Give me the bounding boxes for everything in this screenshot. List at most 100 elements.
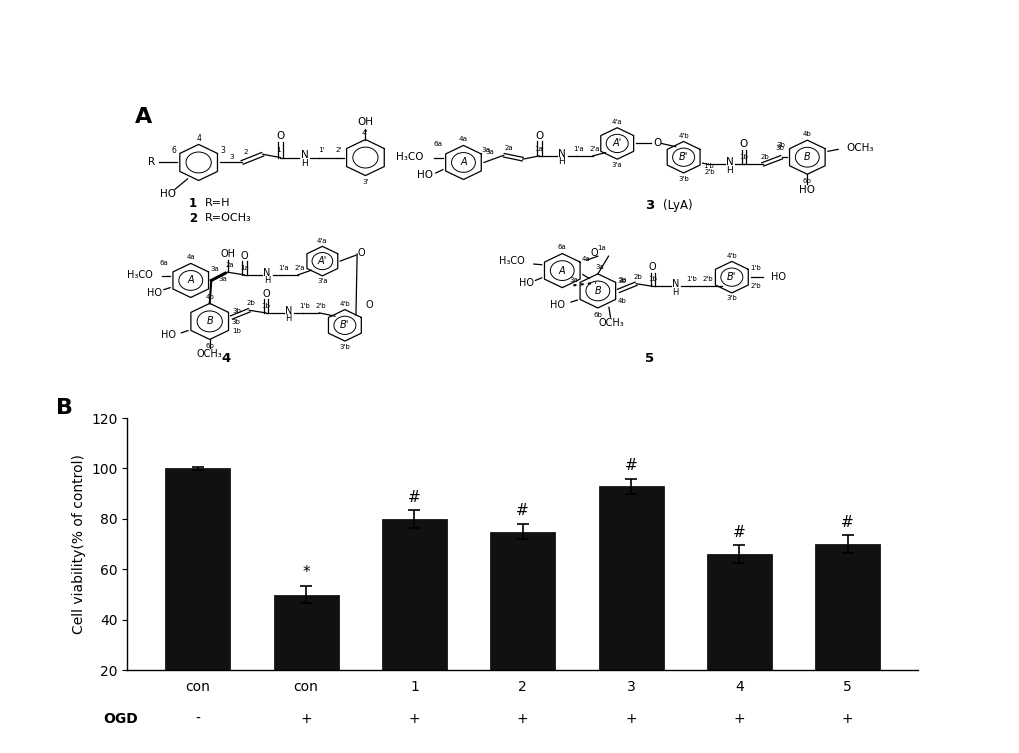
Text: HO: HO (519, 278, 533, 288)
Text: 2a: 2a (225, 262, 234, 268)
Text: +: + (625, 712, 636, 726)
Text: OCH₃: OCH₃ (598, 318, 624, 328)
Text: R=H: R=H (205, 199, 230, 209)
Text: H: H (672, 288, 678, 297)
Text: 6a: 6a (433, 142, 442, 148)
Text: 2'b: 2'b (750, 283, 760, 289)
Text: H₃CO: H₃CO (498, 257, 524, 267)
Text: #: # (733, 525, 745, 540)
Text: HO: HO (160, 189, 175, 200)
Text: 6b: 6b (802, 178, 811, 184)
Text: H: H (285, 314, 291, 323)
Text: B': B' (340, 320, 350, 331)
Text: 1'b: 1'b (299, 303, 310, 309)
Bar (381, 519, 446, 721)
Text: 1'b: 1'b (702, 163, 713, 169)
Text: 4: 4 (196, 134, 201, 143)
Text: 3b: 3b (231, 319, 240, 325)
Text: O: O (262, 289, 269, 299)
Text: A: A (460, 157, 467, 167)
Text: 6a: 6a (557, 244, 567, 250)
Text: 3a: 3a (218, 276, 226, 282)
Text: 6b: 6b (593, 312, 601, 318)
Text: -: - (196, 712, 200, 726)
Text: 3'b: 3'b (726, 295, 737, 301)
Text: 4: 4 (221, 352, 230, 365)
Text: HO: HO (416, 170, 432, 180)
Text: 1'b: 1'b (686, 276, 696, 282)
Text: H: H (558, 157, 565, 166)
Text: #: # (841, 515, 853, 530)
Text: 2: 2 (189, 212, 197, 224)
Text: 3'a: 3'a (611, 162, 622, 168)
Text: H₃CO: H₃CO (127, 270, 153, 279)
Y-axis label: Cell viability(% of control): Cell viability(% of control) (71, 454, 86, 634)
Text: 3a: 3a (481, 147, 490, 153)
Text: 3a: 3a (595, 264, 603, 270)
Text: 2'b: 2'b (316, 303, 326, 309)
Text: #: # (624, 458, 637, 473)
Bar (814, 544, 879, 721)
Text: #: # (408, 489, 421, 505)
Text: 2: 2 (244, 149, 249, 155)
Text: A: A (135, 107, 152, 127)
Text: +: + (409, 712, 420, 726)
Text: B: B (206, 316, 213, 326)
Text: 3b: 3b (616, 278, 626, 284)
Bar (598, 486, 663, 721)
Bar (165, 468, 230, 721)
Text: A': A' (612, 139, 622, 148)
Text: 2a: 2a (503, 145, 513, 151)
Text: +: + (517, 712, 528, 726)
Text: 6a: 6a (159, 261, 168, 267)
Text: B': B' (727, 272, 736, 282)
Text: 1b: 1b (648, 276, 656, 282)
Text: 2b: 2b (247, 300, 256, 306)
Text: R=OCH₃: R=OCH₃ (205, 213, 251, 223)
Text: 4a: 4a (459, 136, 468, 142)
Text: 1a: 1a (534, 145, 542, 151)
Text: 3: 3 (220, 145, 225, 154)
Text: A: A (187, 276, 194, 285)
Text: B': B' (679, 152, 688, 162)
Text: OGD: OGD (104, 712, 139, 726)
Text: 2': 2' (335, 148, 342, 154)
Text: 3: 3 (645, 199, 654, 212)
Text: R: R (148, 157, 155, 167)
Text: 4b: 4b (802, 130, 811, 136)
Text: N: N (557, 148, 566, 159)
Text: O: O (739, 139, 747, 149)
Text: +: + (733, 712, 745, 726)
Text: O: O (535, 130, 543, 141)
Text: O: O (365, 300, 373, 310)
Text: OCH₃: OCH₃ (197, 349, 222, 359)
Text: 3a: 3a (210, 266, 219, 272)
Text: N: N (671, 279, 679, 289)
Text: N: N (725, 157, 733, 167)
Text: 4'b: 4'b (726, 253, 737, 259)
Text: 1: 1 (276, 148, 280, 154)
Text: HO: HO (799, 185, 814, 195)
Bar (273, 595, 338, 721)
Text: O: O (653, 139, 661, 148)
Text: 3': 3' (362, 179, 369, 185)
Text: HO: HO (550, 300, 565, 309)
Text: +: + (841, 712, 853, 726)
Text: 1b: 1b (261, 303, 270, 309)
Text: 1'a: 1'a (277, 264, 288, 270)
Text: 3b: 3b (774, 145, 784, 151)
Text: 1': 1' (318, 148, 324, 154)
Text: 2'b: 2'b (704, 169, 714, 175)
Text: 1a: 1a (597, 245, 605, 251)
Text: 4'b: 4'b (339, 301, 350, 307)
Text: 4'a: 4'a (611, 119, 622, 125)
Text: 3'a: 3'a (317, 279, 327, 285)
Text: 3'b: 3'b (339, 343, 350, 349)
Text: 1b: 1b (739, 154, 747, 160)
Text: A: A (558, 266, 565, 276)
Text: 6b: 6b (205, 343, 214, 349)
Text: N: N (284, 306, 291, 316)
Text: A': A' (318, 256, 327, 266)
Text: O: O (648, 262, 656, 273)
Text: H: H (264, 276, 270, 285)
